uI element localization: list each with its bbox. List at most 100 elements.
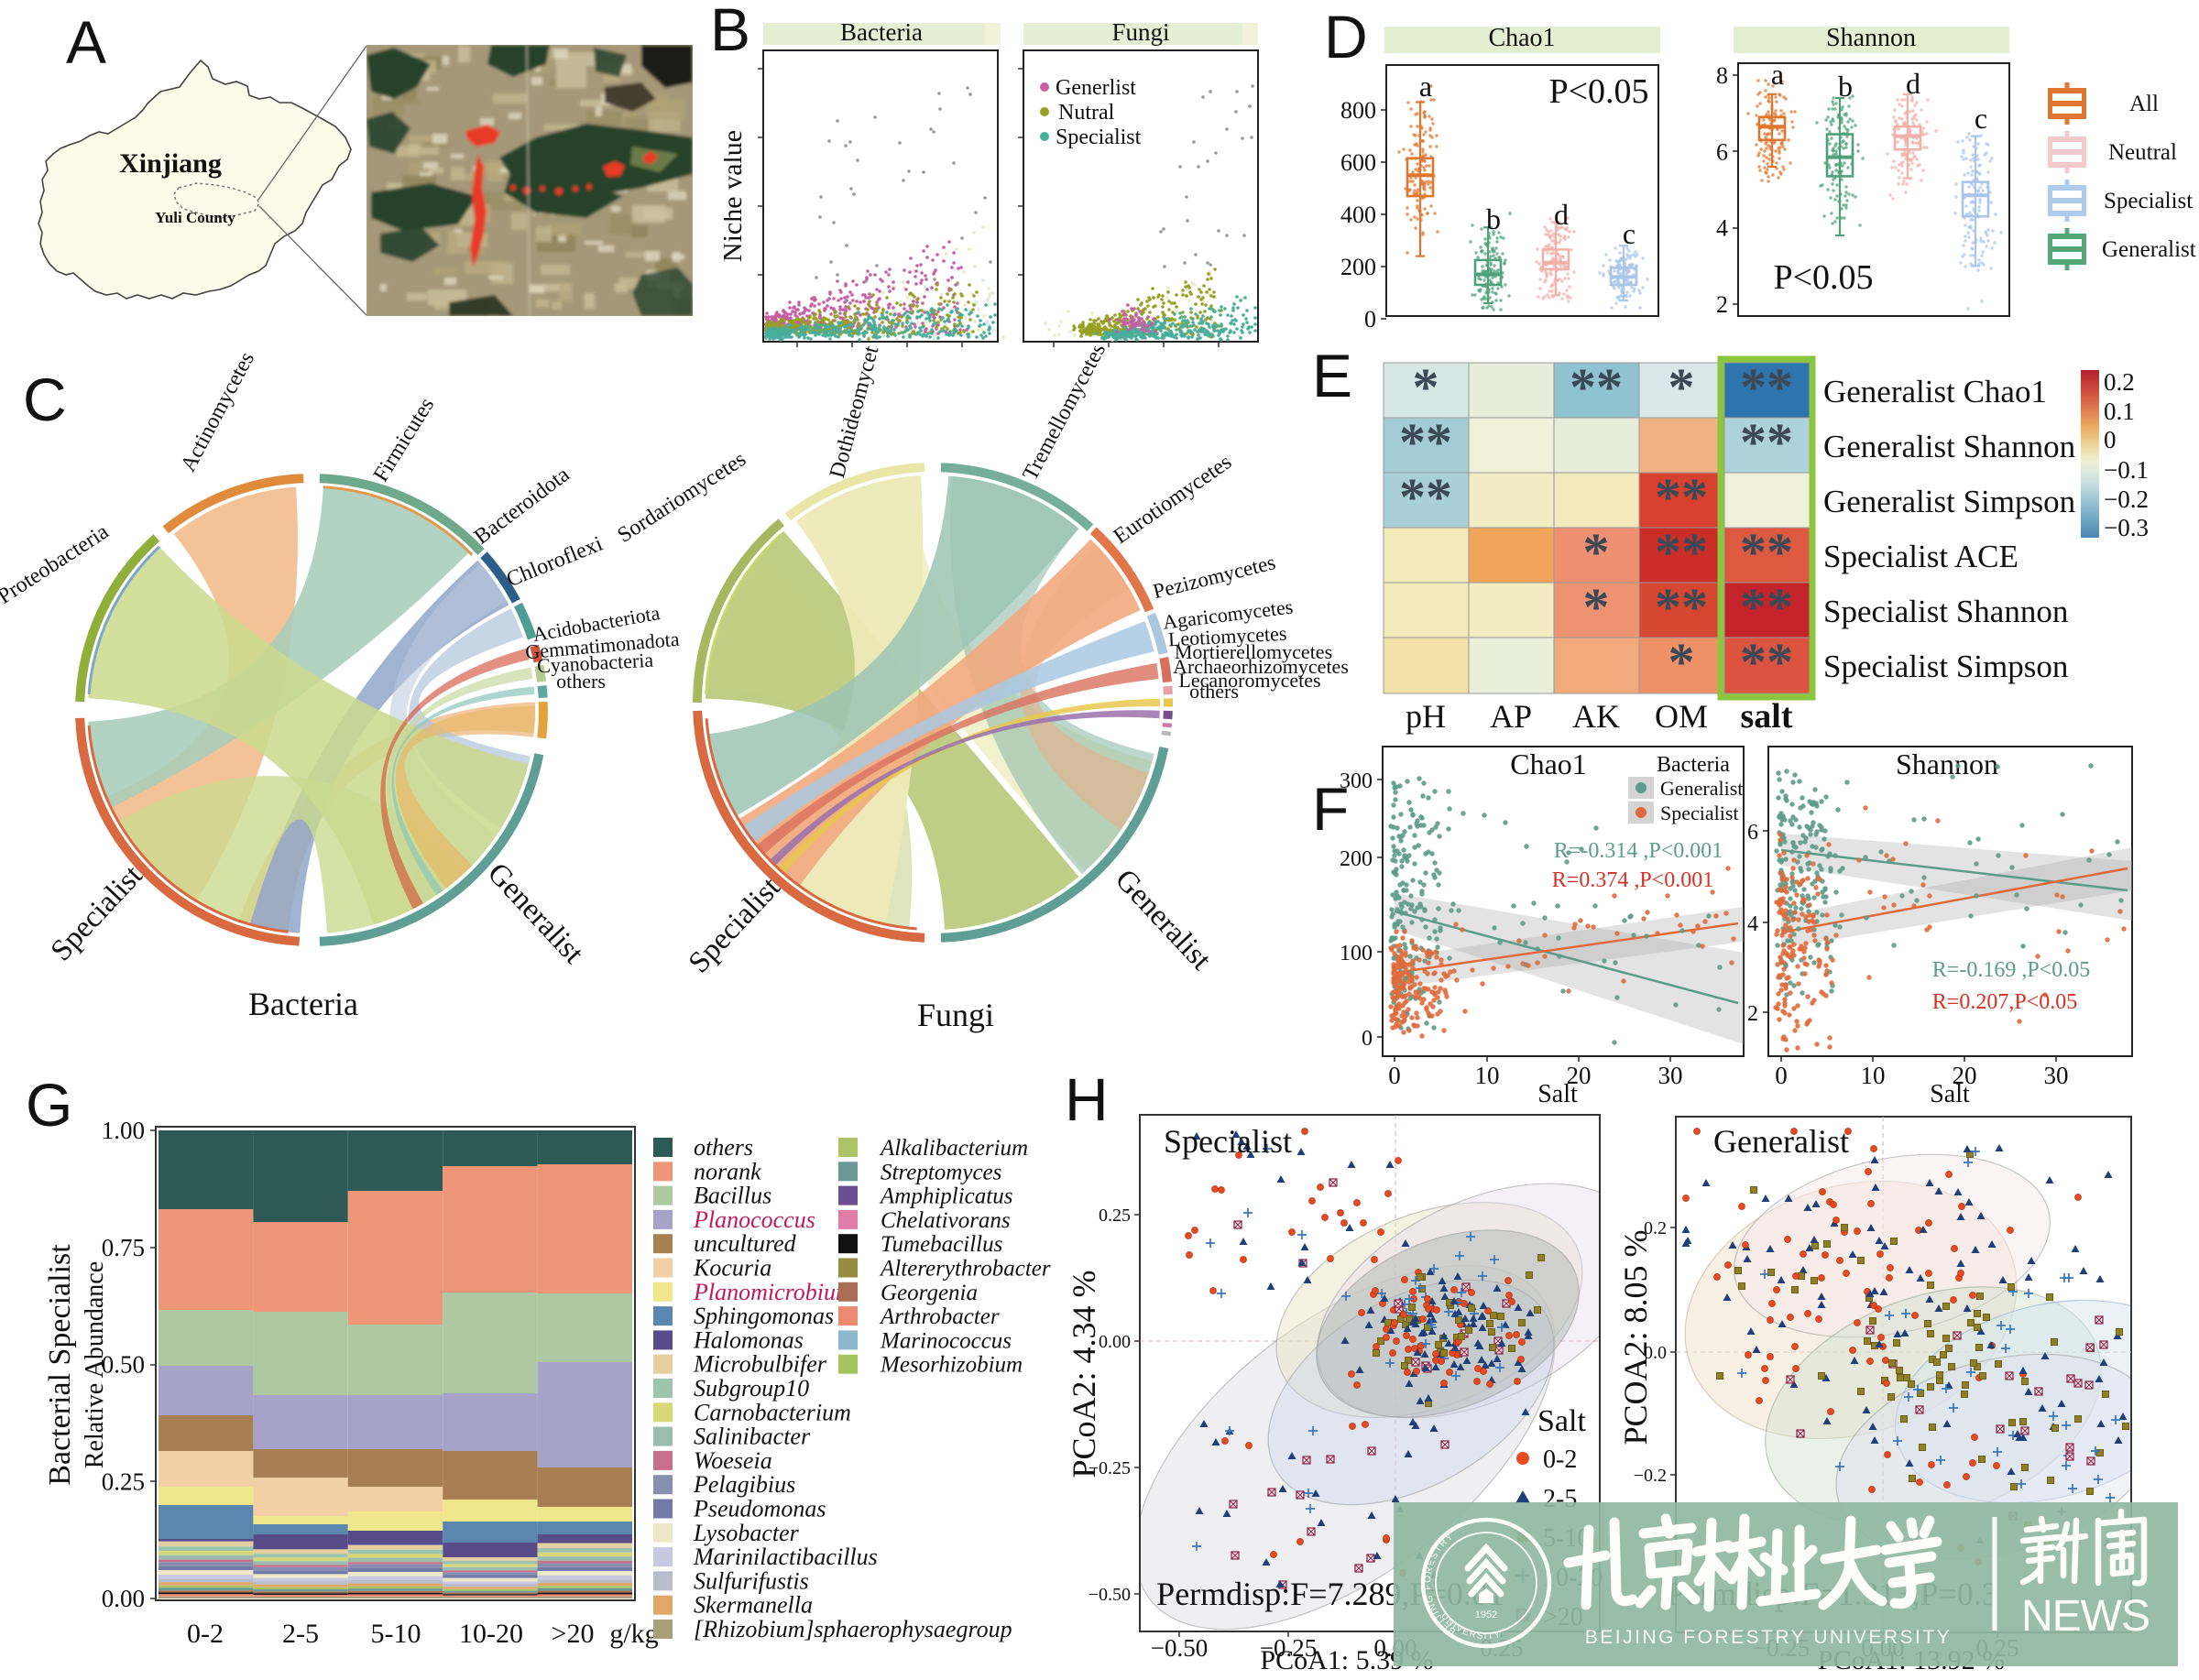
svg-text:norank: norank — [694, 1158, 761, 1184]
svg-text:d: d — [1554, 198, 1569, 231]
svg-text:6: 6 — [1716, 138, 1728, 165]
svg-text:300: 300 — [1340, 769, 1373, 793]
svg-text:>20: >20 — [552, 1619, 595, 1649]
svg-text:2-5: 2-5 — [282, 1619, 319, 1649]
svg-text:30: 30 — [2044, 1062, 2069, 1089]
svg-text:Carnobacterium: Carnobacterium — [694, 1399, 851, 1425]
svg-text:Microbulbifer: Microbulbifer — [693, 1351, 827, 1378]
svg-text:Bacterial Specialist: Bacterial Specialist — [43, 1244, 77, 1486]
svg-text:Mortierellomycetes: Mortierellomycetes — [1175, 640, 1332, 663]
svg-text:**: ** — [1399, 467, 1452, 527]
svg-text:Generalist: Generalist — [1109, 863, 1218, 976]
svg-text:Sulfurifustis: Sulfurifustis — [694, 1567, 809, 1594]
svg-text:others: others — [694, 1134, 753, 1161]
svg-text:Proteobacteria: Proteobacteria — [0, 519, 114, 608]
svg-text:OM: OM — [1655, 698, 1708, 735]
svg-text:Lecanoromycetes: Lecanoromycetes — [1178, 669, 1320, 692]
svg-text:Generalist: Generalist — [481, 856, 590, 970]
svg-text:c: c — [1623, 217, 1636, 250]
svg-text:Woeseia: Woeseia — [694, 1447, 772, 1474]
svg-text:5-10: 5-10 — [371, 1619, 421, 1649]
svg-text:800: 800 — [1340, 97, 1376, 124]
svg-text:−0.3: −0.3 — [2104, 514, 2149, 541]
svg-text:Salt: Salt — [1537, 1080, 1578, 1104]
svg-text:P<0.05: P<0.05 — [1548, 72, 1648, 111]
svg-text:Tremellomycetes: Tremellomycetes — [1018, 346, 1110, 485]
svg-text:Mesorhizobium: Mesorhizobium — [880, 1353, 1023, 1378]
svg-text:1.00: 1.00 — [102, 1117, 145, 1144]
svg-text:20: 20 — [1567, 1062, 1592, 1089]
svg-text:400: 400 — [1340, 202, 1376, 228]
svg-text:*: * — [1668, 632, 1695, 692]
svg-text:**: ** — [1740, 577, 1793, 637]
svg-text:**: ** — [1570, 357, 1623, 417]
svg-text:Halomonas: Halomonas — [693, 1326, 804, 1353]
svg-text:Firmicutes: Firmicutes — [369, 394, 439, 486]
svg-text:Pelagibius: Pelagibius — [693, 1471, 795, 1498]
svg-text:Nutral: Nutral — [1058, 101, 1115, 125]
svg-text:0.2: 0.2 — [2104, 368, 2135, 396]
svg-text:0.1: 0.1 — [2104, 398, 2135, 425]
svg-text:Bacteria: Bacteria — [248, 986, 358, 1022]
svg-text:200: 200 — [1340, 847, 1373, 871]
svg-text:Sordariomycetes: Sordariomycetes — [613, 447, 749, 548]
svg-text:Shannon: Shannon — [1896, 747, 1998, 780]
svg-text:Relative Abundance: Relative Abundance — [81, 1261, 109, 1468]
svg-text:Yuli County: Yuli County — [155, 209, 235, 226]
svg-text:g/kg: g/kg — [609, 1619, 658, 1649]
svg-text:0-2: 0-2 — [187, 1619, 224, 1649]
svg-text:R=0.374 ,P<0.001: R=0.374 ,P<0.001 — [1552, 868, 1713, 892]
svg-text:b: b — [1486, 202, 1501, 235]
svg-text:Skermanella: Skermanella — [694, 1592, 813, 1619]
svg-text:Alkalibacterium: Alkalibacterium — [879, 1136, 1028, 1161]
svg-text:*: * — [1583, 577, 1610, 637]
svg-text:Bacteria: Bacteria — [840, 18, 923, 46]
svg-text:Specialist: Specialist — [2104, 189, 2193, 213]
svg-text:others: others — [1189, 680, 1239, 703]
svg-text:**: ** — [1740, 357, 1793, 417]
svg-text:AK: AK — [1572, 698, 1620, 735]
svg-text:Tumebacillus: Tumebacillus — [881, 1232, 1002, 1257]
svg-text:Chloroflexi: Chloroflexi — [503, 532, 607, 593]
svg-text:0.50: 0.50 — [102, 1351, 145, 1379]
svg-text:Chao1: Chao1 — [1510, 747, 1587, 780]
svg-text:All: All — [2129, 92, 2159, 116]
svg-text:Generalist: Generalist — [1660, 777, 1743, 800]
svg-text:Specialist Simpson: Specialist Simpson — [1823, 649, 2068, 684]
svg-text:Sphingomonas: Sphingomonas — [694, 1303, 834, 1329]
svg-text:0: 0 — [2104, 426, 2117, 453]
svg-text:8: 8 — [1716, 62, 1728, 89]
svg-text:0: 0 — [1364, 306, 1376, 333]
svg-text:10: 10 — [1861, 1062, 1886, 1089]
svg-text:Generalist Chao1: Generalist Chao1 — [1823, 374, 2047, 409]
svg-text:200: 200 — [1340, 254, 1376, 280]
svg-text:*: * — [1668, 357, 1695, 417]
svg-text:Specialist: Specialist — [45, 859, 149, 967]
svg-text:600: 600 — [1340, 149, 1376, 176]
svg-text:Specialist: Specialist — [1660, 802, 1739, 824]
svg-text:Amphiplicatus: Amphiplicatus — [879, 1184, 1012, 1209]
svg-text:Georgenia: Georgenia — [881, 1281, 978, 1305]
svg-text:Eurotiomycetes: Eurotiomycetes — [1110, 450, 1236, 549]
svg-text:Generalist Shannon: Generalist Shannon — [1823, 429, 2075, 464]
svg-text:Chelativorans: Chelativorans — [881, 1208, 1011, 1233]
svg-text:Generalist: Generalist — [2102, 237, 2196, 262]
svg-text:2: 2 — [1716, 291, 1728, 318]
svg-text:Altererythrobacter: Altererythrobacter — [879, 1257, 1051, 1282]
svg-text:Generalist Simpson: Generalist Simpson — [1823, 484, 2075, 519]
svg-text:2: 2 — [1747, 1002, 1758, 1026]
svg-text:−0.1: −0.1 — [2104, 456, 2149, 484]
svg-text:a: a — [1771, 58, 1784, 91]
svg-text:100: 100 — [1340, 942, 1373, 965]
svg-text:Subgroup10: Subgroup10 — [694, 1375, 809, 1402]
svg-text:20: 20 — [1953, 1062, 1977, 1089]
svg-text:**: ** — [1399, 412, 1452, 472]
svg-text:Shannon: Shannon — [1826, 24, 1916, 52]
svg-text:Archaeorhizomycetes: Archaeorhizomycetes — [1173, 655, 1349, 678]
svg-text:0.25: 0.25 — [102, 1467, 145, 1495]
svg-text:**: ** — [1740, 632, 1793, 692]
svg-text:Dothideomycetes: Dothideomycetes — [826, 346, 889, 481]
svg-text:Chao1: Chao1 — [1488, 24, 1555, 52]
svg-text:Niche value: Niche value — [724, 130, 748, 262]
svg-text:Bacteria: Bacteria — [1657, 753, 1730, 777]
